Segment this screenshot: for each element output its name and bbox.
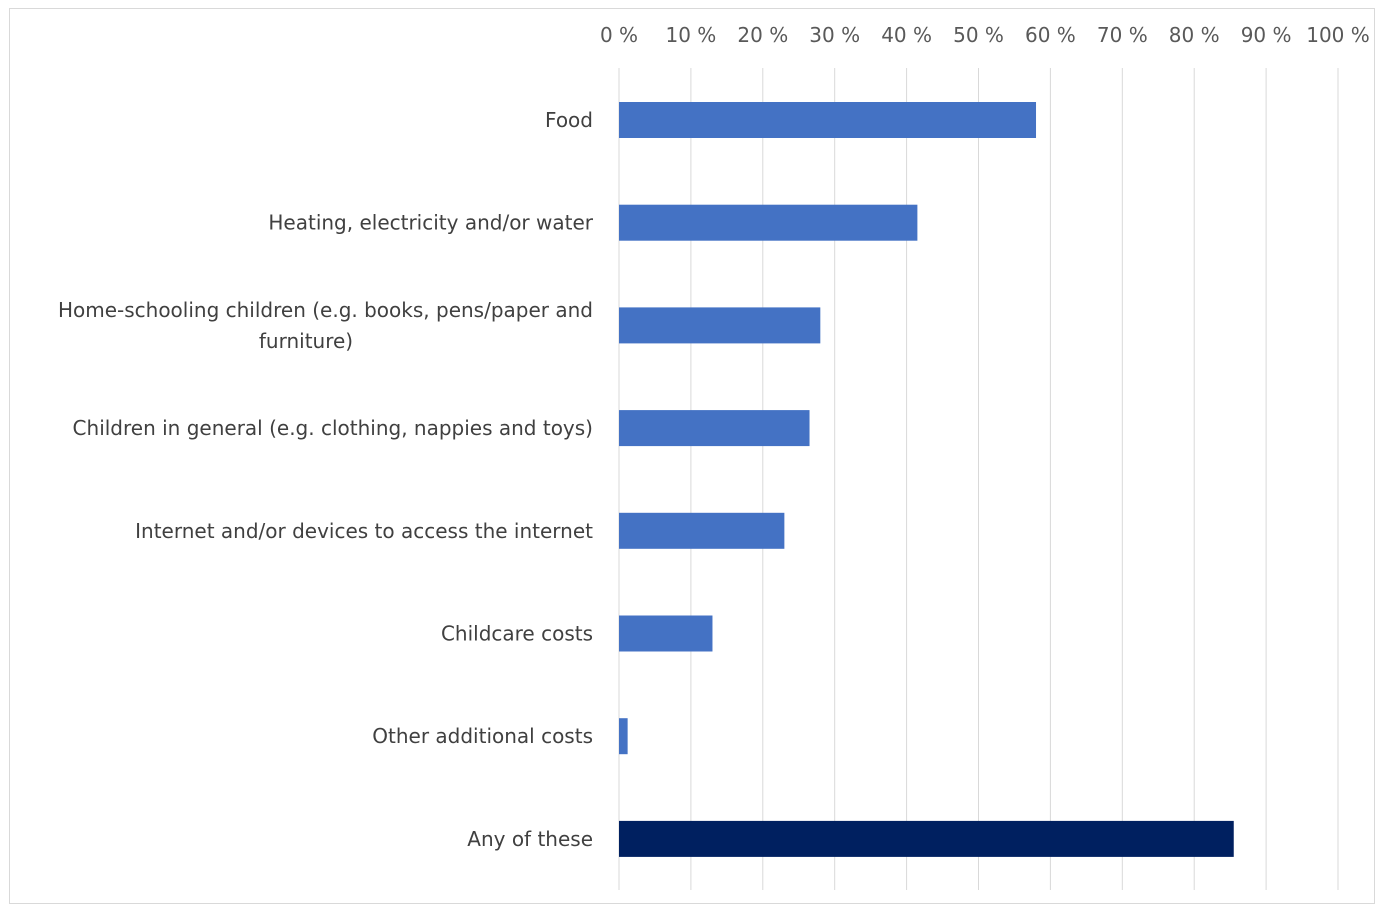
bar	[619, 615, 713, 652]
bar	[619, 512, 785, 549]
x-tick-label: 90 %	[1241, 23, 1292, 47]
x-tick-label: 40 %	[881, 23, 932, 47]
x-tick-label: 80 %	[1169, 23, 1220, 47]
category-label: Childcare costs	[441, 622, 593, 646]
category-label: Heating, electricity and/or water	[268, 211, 593, 235]
category-label: Any of these	[467, 827, 593, 851]
category-label: Home-schooling children (e.g. books, pen…	[58, 298, 593, 353]
bars	[619, 102, 1234, 857]
category-label-line: Childcare costs	[441, 622, 593, 646]
category-label-line: furniture)	[259, 329, 353, 353]
category-label-line: Internet and/or devices to access the in…	[135, 519, 593, 543]
x-tick-label: 50 %	[953, 23, 1004, 47]
bar	[619, 102, 1037, 138]
category-label: Other additional costs	[372, 724, 593, 748]
bar	[619, 820, 1234, 857]
category-label-line: Heating, electricity and/or water	[268, 211, 593, 235]
bar	[619, 718, 628, 755]
gridlines	[618, 68, 1339, 890]
bar	[619, 307, 821, 344]
x-tick-label: 30 %	[809, 23, 860, 47]
category-label-line: Home-schooling children (e.g. books, pen…	[58, 298, 593, 322]
x-tick-label: 70 %	[1097, 23, 1148, 47]
chart-frame	[9, 8, 1375, 904]
category-label: Children in general (e.g. clothing, napp…	[73, 416, 593, 440]
x-tick-label: 0 %	[600, 23, 638, 47]
category-labels: Food Heating, electricity and/or water Hom…	[58, 108, 594, 851]
category-label-line: Any of these	[467, 827, 593, 851]
x-tick-label: 60 %	[1025, 23, 1076, 47]
bar	[619, 204, 918, 241]
category-label: Internet and/or devices to access the in…	[135, 519, 593, 543]
x-tick-label: 100 %	[1306, 23, 1370, 47]
category-label-line: Other additional costs	[372, 724, 593, 748]
x-axis-ticks: 0 % 10 % 20 % 30 % 40 % 50 % 60 % 70 % 80 % 90 % 1…	[600, 23, 1370, 47]
x-tick-label: 10 %	[665, 23, 716, 47]
category-label-line: Food	[545, 108, 593, 132]
category-label-line: Children in general (e.g. clothing, napp…	[73, 416, 593, 440]
x-tick-label: 20 %	[737, 23, 788, 47]
category-label: Food	[545, 108, 593, 132]
bar	[619, 410, 810, 447]
